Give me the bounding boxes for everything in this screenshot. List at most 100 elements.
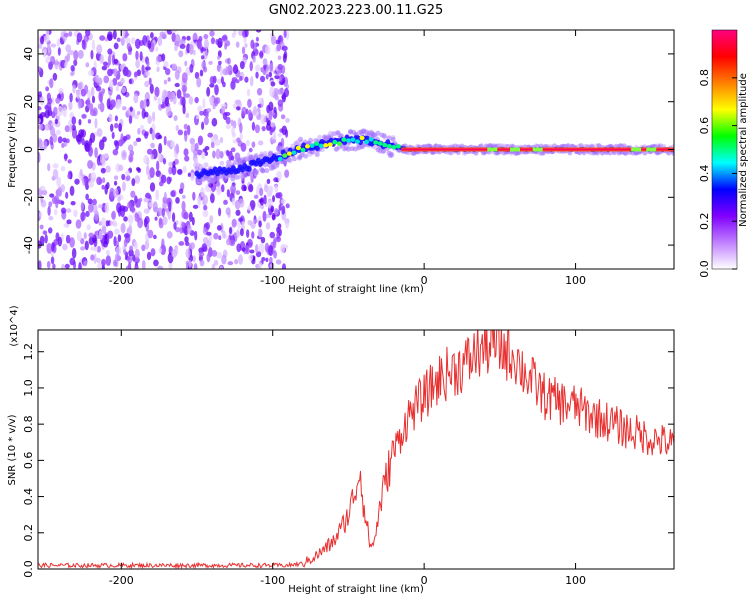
noise-point xyxy=(120,208,126,218)
noise-point xyxy=(109,79,114,91)
noise-point xyxy=(175,143,180,154)
noise-point xyxy=(130,205,135,214)
noise-point xyxy=(285,117,290,123)
noise-point xyxy=(171,63,177,70)
noise-point xyxy=(70,201,76,206)
noise-point xyxy=(179,43,186,49)
noise-point xyxy=(46,92,51,102)
noise-point xyxy=(38,106,42,111)
noise-point xyxy=(90,86,95,98)
noise-point xyxy=(98,139,105,151)
noise-point xyxy=(258,97,263,104)
noise-point xyxy=(282,53,287,63)
y-tick-label: 1.2 xyxy=(22,343,35,361)
noise-point xyxy=(76,32,83,43)
noise-point xyxy=(234,99,241,105)
noise-point xyxy=(236,229,240,238)
noise-point xyxy=(108,113,113,123)
noise-point xyxy=(154,216,158,221)
ridge-hot-point xyxy=(377,141,383,146)
noise-point xyxy=(205,112,209,119)
noise-point xyxy=(98,91,103,102)
noise-point xyxy=(109,220,114,226)
noise-point xyxy=(243,36,247,44)
noise-point xyxy=(239,122,243,134)
noise-point xyxy=(123,216,128,222)
noise-point xyxy=(89,132,96,144)
noise-point xyxy=(220,76,224,85)
noise-point xyxy=(54,118,59,125)
noise-point xyxy=(252,55,256,63)
noise-point xyxy=(262,210,267,222)
noise-point xyxy=(110,99,116,108)
noise-point xyxy=(248,109,252,119)
noise-point xyxy=(270,205,275,213)
noise-point xyxy=(201,151,206,160)
snr-yscale-label: (x10^4) xyxy=(9,305,20,346)
noise-point xyxy=(169,93,174,103)
noise-point xyxy=(90,171,97,182)
noise-point xyxy=(157,265,164,269)
noise-point xyxy=(178,188,184,195)
noise-point xyxy=(50,55,56,65)
noise-point xyxy=(149,167,155,179)
noise-point xyxy=(285,220,290,229)
noise-point xyxy=(46,260,51,269)
noise-point xyxy=(277,191,283,199)
noise-point xyxy=(107,230,114,239)
noise-point xyxy=(218,207,222,217)
noise-point xyxy=(57,236,63,247)
noise-point xyxy=(215,148,221,160)
noise-point xyxy=(224,42,228,50)
noise-point xyxy=(85,145,91,153)
noise-point xyxy=(102,177,106,184)
noise-point xyxy=(49,193,55,198)
noise-point xyxy=(127,255,133,264)
noise-point xyxy=(230,147,236,153)
noise-point xyxy=(43,140,48,150)
noise-point xyxy=(268,62,274,73)
noise-point xyxy=(52,72,58,81)
noise-point xyxy=(231,218,237,228)
noise-point xyxy=(244,30,249,38)
noise-point xyxy=(121,106,127,111)
noise-point xyxy=(181,221,186,229)
noise-point xyxy=(193,263,198,269)
noise-point xyxy=(281,263,287,269)
noise-point xyxy=(181,200,186,212)
noise-point xyxy=(277,63,283,70)
noise-point xyxy=(165,197,172,203)
noise-point xyxy=(88,70,94,77)
ridge-halo-point xyxy=(286,157,292,163)
noise-point xyxy=(60,207,67,214)
noise-point xyxy=(115,84,119,92)
ridge-halo-point xyxy=(581,150,587,156)
noise-point xyxy=(90,254,95,261)
noise-point xyxy=(233,30,237,37)
noise-point xyxy=(272,238,277,249)
noise-point xyxy=(269,263,275,269)
noise-point xyxy=(202,98,206,109)
noise-point xyxy=(154,86,160,98)
noise-point xyxy=(50,122,57,127)
x-tick-label: 0 xyxy=(421,274,428,287)
noise-point xyxy=(226,57,231,65)
noise-point xyxy=(112,148,119,156)
noise-point xyxy=(236,243,242,253)
noise-point xyxy=(143,154,149,165)
noise-point xyxy=(135,59,140,69)
colorbar-tick-label: 0.6 xyxy=(698,117,711,135)
noise-point xyxy=(182,86,186,97)
noise-point xyxy=(285,83,290,90)
noise-point xyxy=(141,64,145,75)
noise-point xyxy=(241,220,245,231)
noise-point xyxy=(197,197,201,209)
ridge-green-pocket xyxy=(510,147,520,152)
noise-point xyxy=(63,223,69,228)
noise-point xyxy=(221,35,228,41)
noise-point xyxy=(75,90,81,99)
colorbar-tick-label: 0.2 xyxy=(698,212,711,230)
noise-point xyxy=(160,174,167,184)
noise-point xyxy=(209,193,215,204)
